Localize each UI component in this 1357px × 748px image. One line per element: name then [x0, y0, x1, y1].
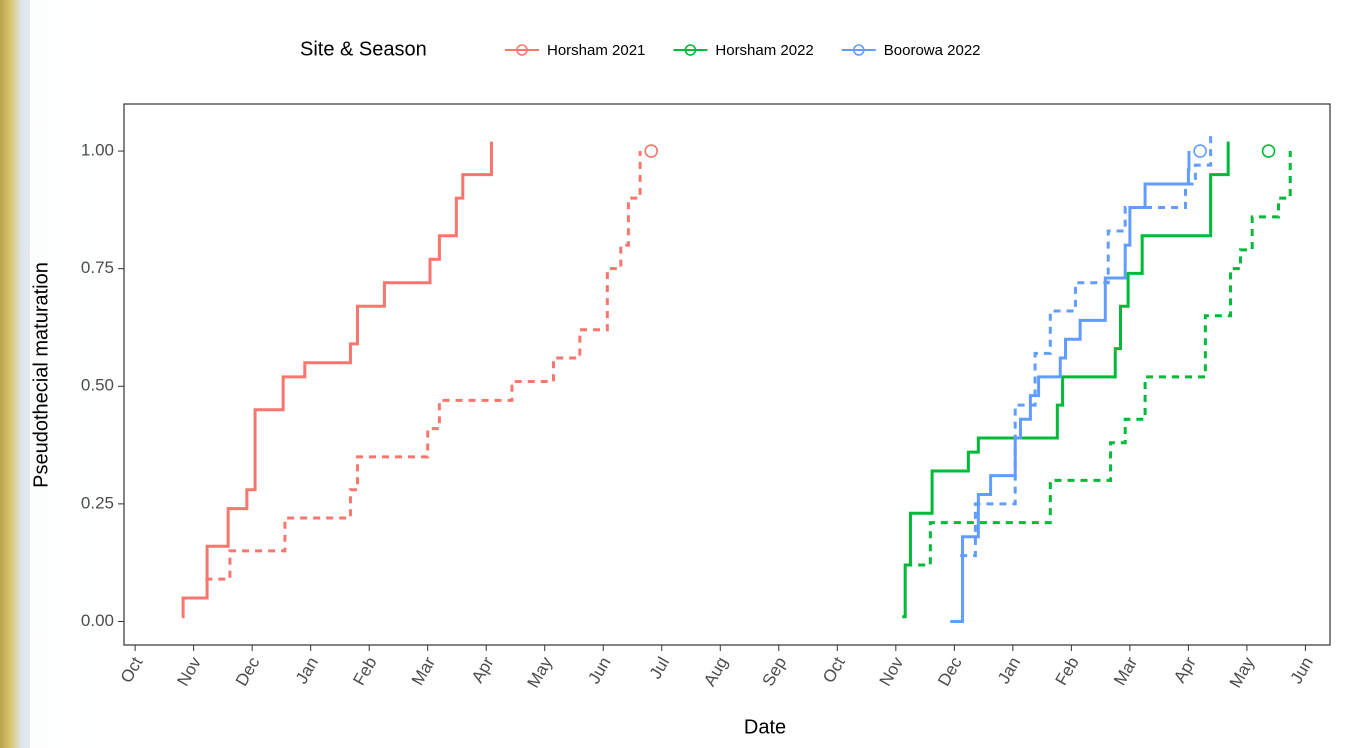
y-axis-label: Pseudothecial maturation	[30, 262, 52, 488]
legend-title: Site & Season	[300, 38, 427, 60]
y-tick-label: 0.75	[81, 258, 114, 277]
y-tick-label: 1.00	[81, 141, 114, 160]
y-tick-label: 0.50	[81, 376, 114, 395]
x-axis-label: Date	[744, 716, 786, 738]
chart: Site & Season Date Pseudothecial maturat…	[0, 0, 1357, 748]
legend-label: Horsham 2022	[715, 42, 813, 59]
y-tick-label: 0.25	[81, 493, 114, 512]
y-tick-label: 0.00	[81, 611, 114, 630]
page: Site & Season Date Pseudothecial maturat…	[0, 0, 1357, 748]
legend-label: Boorowa 2022	[884, 42, 981, 59]
legend-label: Horsham 2021	[547, 42, 645, 59]
